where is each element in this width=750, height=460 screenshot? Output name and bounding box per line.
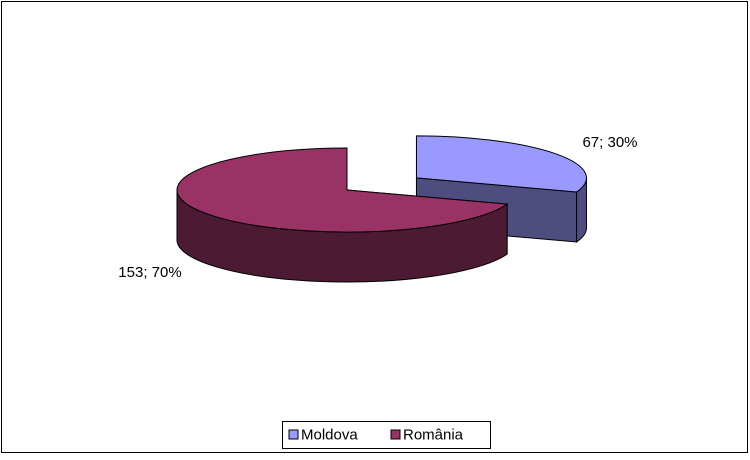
legend-swatch	[288, 429, 299, 440]
data-label: 67; 30%	[582, 134, 637, 151]
data-label: 153; 70%	[118, 264, 181, 281]
legend-label: România	[403, 426, 464, 443]
legend-swatch	[390, 429, 401, 440]
legend-box	[282, 421, 491, 449]
slice-top	[176, 147, 509, 233]
slice-top	[415, 135, 587, 193]
legend-label: Moldova	[301, 426, 358, 443]
